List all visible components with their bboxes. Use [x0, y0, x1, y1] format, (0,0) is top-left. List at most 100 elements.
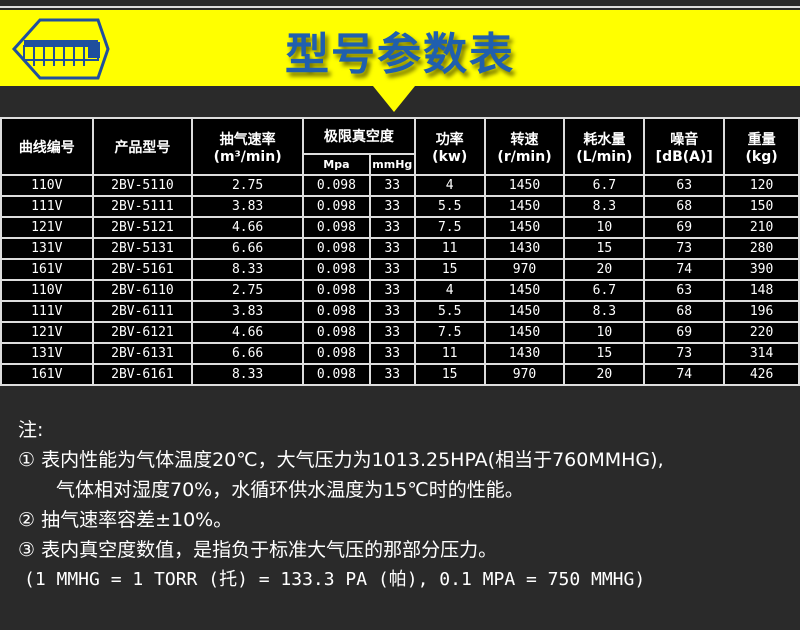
table-cell: 4.66 [191, 321, 304, 344]
table-cell: 7.5 [413, 216, 486, 239]
table-cell: 1430 [483, 342, 566, 365]
table-cell: 63 [643, 174, 726, 197]
table-cell: 1450 [483, 279, 566, 302]
table-cell: 2.75 [191, 279, 304, 302]
banner: 型号参数表 [0, 10, 800, 86]
table-cell: 1450 [483, 300, 566, 323]
table-cell: 1450 [483, 216, 566, 239]
table-cell: 33 [368, 216, 416, 239]
table-cell: 15 [563, 342, 646, 365]
table-cell: 33 [368, 363, 416, 386]
table-cell: 280 [723, 237, 800, 260]
header-curve: 曲线编号 [0, 117, 94, 176]
header-model: 产品型号 [91, 117, 194, 176]
table-cell: 6.7 [563, 174, 646, 197]
table-cell: 0.098 [301, 279, 371, 302]
header-power-unit: (kw) [432, 148, 468, 165]
table-cell: 68 [643, 195, 726, 218]
header-mpa: Mpa [301, 153, 371, 176]
table-row: 111V 2BV-6111 3.83 0.098 33 5.5 1450 8.3 68 196 [0, 300, 800, 323]
table-cell: 3.83 [191, 300, 304, 323]
table-cell: 2BV-6131 [91, 342, 194, 365]
table-cell: 4 [413, 279, 486, 302]
table-cell: 7.5 [413, 321, 486, 344]
table-cell: 8.3 [563, 195, 646, 218]
table-cell: 8.33 [191, 258, 304, 281]
table-row: 110V 2BV-5110 2.75 0.098 33 4 1450 6.7 63 120 [0, 174, 800, 197]
table-cell: 74 [643, 363, 726, 386]
table-cell: 33 [368, 174, 416, 197]
table-cell: 111V [0, 195, 94, 218]
table-cell: 15 [413, 363, 486, 386]
table-cell: 161V [0, 258, 94, 281]
table-cell: 0.098 [301, 216, 371, 239]
table-cell: 68 [643, 300, 726, 323]
table-cell: 74 [643, 258, 726, 281]
table-cell: 6.7 [563, 279, 646, 302]
table-cell: 33 [368, 237, 416, 260]
table-cell: 121V [0, 216, 94, 239]
header-weight-label: 重量 [747, 131, 776, 148]
header-noise-label: 噪音 [670, 131, 699, 148]
table-cell: 33 [368, 195, 416, 218]
header-rpm-unit: (r/min) [497, 148, 552, 165]
header-vacuum: 极限真空度 [301, 117, 416, 155]
header-power-label: 功率 [435, 131, 464, 148]
table-cell: 0.098 [301, 258, 371, 281]
table-cell: 6.66 [191, 342, 304, 365]
table-row: 131V 2BV-6131 6.66 0.098 33 11 1430 15 73 314 [0, 342, 800, 365]
table-cell: 210 [723, 216, 800, 239]
table-cell: 69 [643, 216, 726, 239]
table-cell: 0.098 [301, 300, 371, 323]
table-cell: 73 [643, 237, 726, 260]
table-cell: 2BV-5161 [91, 258, 194, 281]
table-cell: 2.75 [191, 174, 304, 197]
table-cell: 11 [413, 342, 486, 365]
table-cell: 0.098 [301, 342, 371, 365]
table-cell: 5.5 [413, 195, 486, 218]
table-cell: 33 [368, 321, 416, 344]
spec-table: 曲线编号 产品型号 抽气速率 (m³/min) 极限真空度 功率 (kw) 转速 (r… [0, 117, 800, 386]
header-water-label: 耗水量 [583, 131, 626, 148]
table-cell: 8.33 [191, 363, 304, 386]
table-row: 131V 2BV-5131 6.66 0.098 33 11 1430 15 73 280 [0, 237, 800, 260]
table-cell: 10 [563, 321, 646, 344]
table-cell: 0.098 [301, 363, 371, 386]
table-row: 161V 2BV-5161 8.33 0.098 33 15 970 20 74 390 [0, 258, 800, 281]
top-strip [0, 0, 800, 8]
table-cell: 4 [413, 174, 486, 197]
table-cell: 131V [0, 237, 94, 260]
table-cell: 2BV-6111 [91, 300, 194, 323]
header-speed-unit: (m³/min) [213, 148, 282, 165]
header-noise-unit: [dB(A)] [655, 148, 713, 165]
table-cell: 0.098 [301, 195, 371, 218]
notes-heading: 注: [18, 419, 44, 441]
table-cell: 2BV-5121 [91, 216, 194, 239]
header-water: 耗水量 (L/min) [563, 117, 646, 176]
table-cell: 15 [413, 258, 486, 281]
unit-conversion: (1 MMHG = 1 TORR (托) = 133.3 PA (帕), 0.1… [24, 569, 646, 590]
table-cell: 1450 [483, 174, 566, 197]
header-rpm: 转速 (r/min) [483, 117, 566, 176]
table-cell: 33 [368, 279, 416, 302]
pointer-triangle [373, 86, 415, 112]
note-3: ③ 表内真空度数值，是指负于标准大气压的那部分压力。 [18, 539, 498, 561]
table-cell: 4.66 [191, 216, 304, 239]
table-row: 111V 2BV-5111 3.83 0.098 33 5.5 1450 8.3 68 150 [0, 195, 800, 218]
header-rpm-label: 转速 [510, 131, 539, 148]
table-cell: 6.66 [191, 237, 304, 260]
header-weight: 重量 (kg) [723, 117, 800, 176]
table-cell: 69 [643, 321, 726, 344]
table-cell: 1450 [483, 195, 566, 218]
page-title: 型号参数表 [285, 29, 515, 80]
table-cell: 220 [723, 321, 800, 344]
table-row: 121V 2BV-6121 4.66 0.098 33 7.5 1450 10 69 220 [0, 321, 800, 344]
header-water-unit: (L/min) [576, 148, 633, 165]
table-cell: 2BV-6121 [91, 321, 194, 344]
table-cell: 2BV-5110 [91, 174, 194, 197]
table-cell: 110V [0, 279, 94, 302]
table-cell: 150 [723, 195, 800, 218]
header-speed-label: 抽气速率 [219, 131, 276, 148]
table-row: 110V 2BV-6110 2.75 0.098 33 4 1450 6.7 63 148 [0, 279, 800, 302]
table-cell: 426 [723, 363, 800, 386]
